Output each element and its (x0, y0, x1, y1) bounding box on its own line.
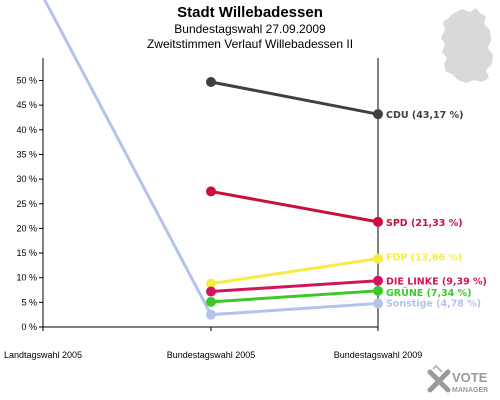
series-label: Sonstige (4,78 %) (386, 298, 481, 309)
x-tick-label: Landtagswahl 2005 (4, 350, 82, 360)
series-line (210, 257, 379, 286)
chart-subtitle-district: Zweitstimmen Verlauf Willebadessen II (147, 37, 353, 51)
y-tick-label: 50 % (16, 76, 37, 86)
data-point (206, 296, 216, 307)
y-tick-label: 40 % (16, 125, 37, 135)
series-points (206, 76, 383, 320)
series-label: CDU (43,17 %) (386, 110, 463, 121)
series-labels: Sonstige (4,78 %) CDU (43,17 %) SPD (21,33… (386, 110, 487, 309)
x-tick-label: Bundestagswahl 2005 (167, 350, 256, 360)
data-point (373, 275, 383, 286)
y-tick-label: 30 % (16, 174, 37, 184)
data-point (373, 298, 383, 309)
series-line (210, 80, 379, 116)
germany-map-icon (441, 8, 493, 83)
votemanager-x-icon (427, 364, 451, 393)
series-label: FDP (13,86 %) (386, 253, 462, 264)
series-line (210, 289, 379, 304)
data-point (206, 76, 216, 87)
chart-subtitle-date: Bundestagswahl 27.09.2009 (174, 22, 326, 36)
series-label: GRÜNE (7,34 %) (386, 288, 472, 299)
data-point (206, 278, 216, 289)
series-label: SPD (21,33 %) (386, 218, 463, 229)
y-tick-label: 0 % (21, 322, 37, 332)
data-point (206, 309, 216, 320)
votemanager-logo: VOTE MANAGER (427, 364, 488, 394)
x-axis-ticks: Landtagswahl 2005 Bundestagswahl 2005 Bund… (4, 327, 422, 360)
y-tick-label: 15 % (16, 248, 37, 258)
chart-title: Stadt Willebadessen (177, 4, 323, 21)
y-axis-ticks: 0 % 5 % 10 % 15 % 20 % 25 % 30 % 35 % 40 % 45 % 50… (16, 76, 43, 332)
data-point (373, 109, 383, 120)
data-point (206, 286, 216, 297)
data-point (206, 186, 216, 197)
y-tick-label: 5 % (21, 297, 37, 307)
y-tick-label: 45 % (16, 100, 37, 110)
series-line (210, 189, 379, 224)
data-point (373, 253, 383, 264)
y-tick-label: 25 % (16, 199, 37, 209)
watermark-brand-bottom: MANAGER (452, 387, 488, 394)
series-line (210, 279, 379, 294)
x-tick-label: Bundestagswahl 2009 (334, 350, 423, 360)
y-tick-label: 35 % (16, 149, 37, 159)
y-tick-label: 10 % (16, 273, 37, 283)
series-label: DIE LINKE (9,39 %) (386, 277, 487, 288)
y-tick-label: 20 % (16, 223, 37, 233)
watermark-brand-top: VOTE (452, 370, 488, 385)
data-point (373, 285, 383, 296)
data-point (373, 216, 383, 227)
